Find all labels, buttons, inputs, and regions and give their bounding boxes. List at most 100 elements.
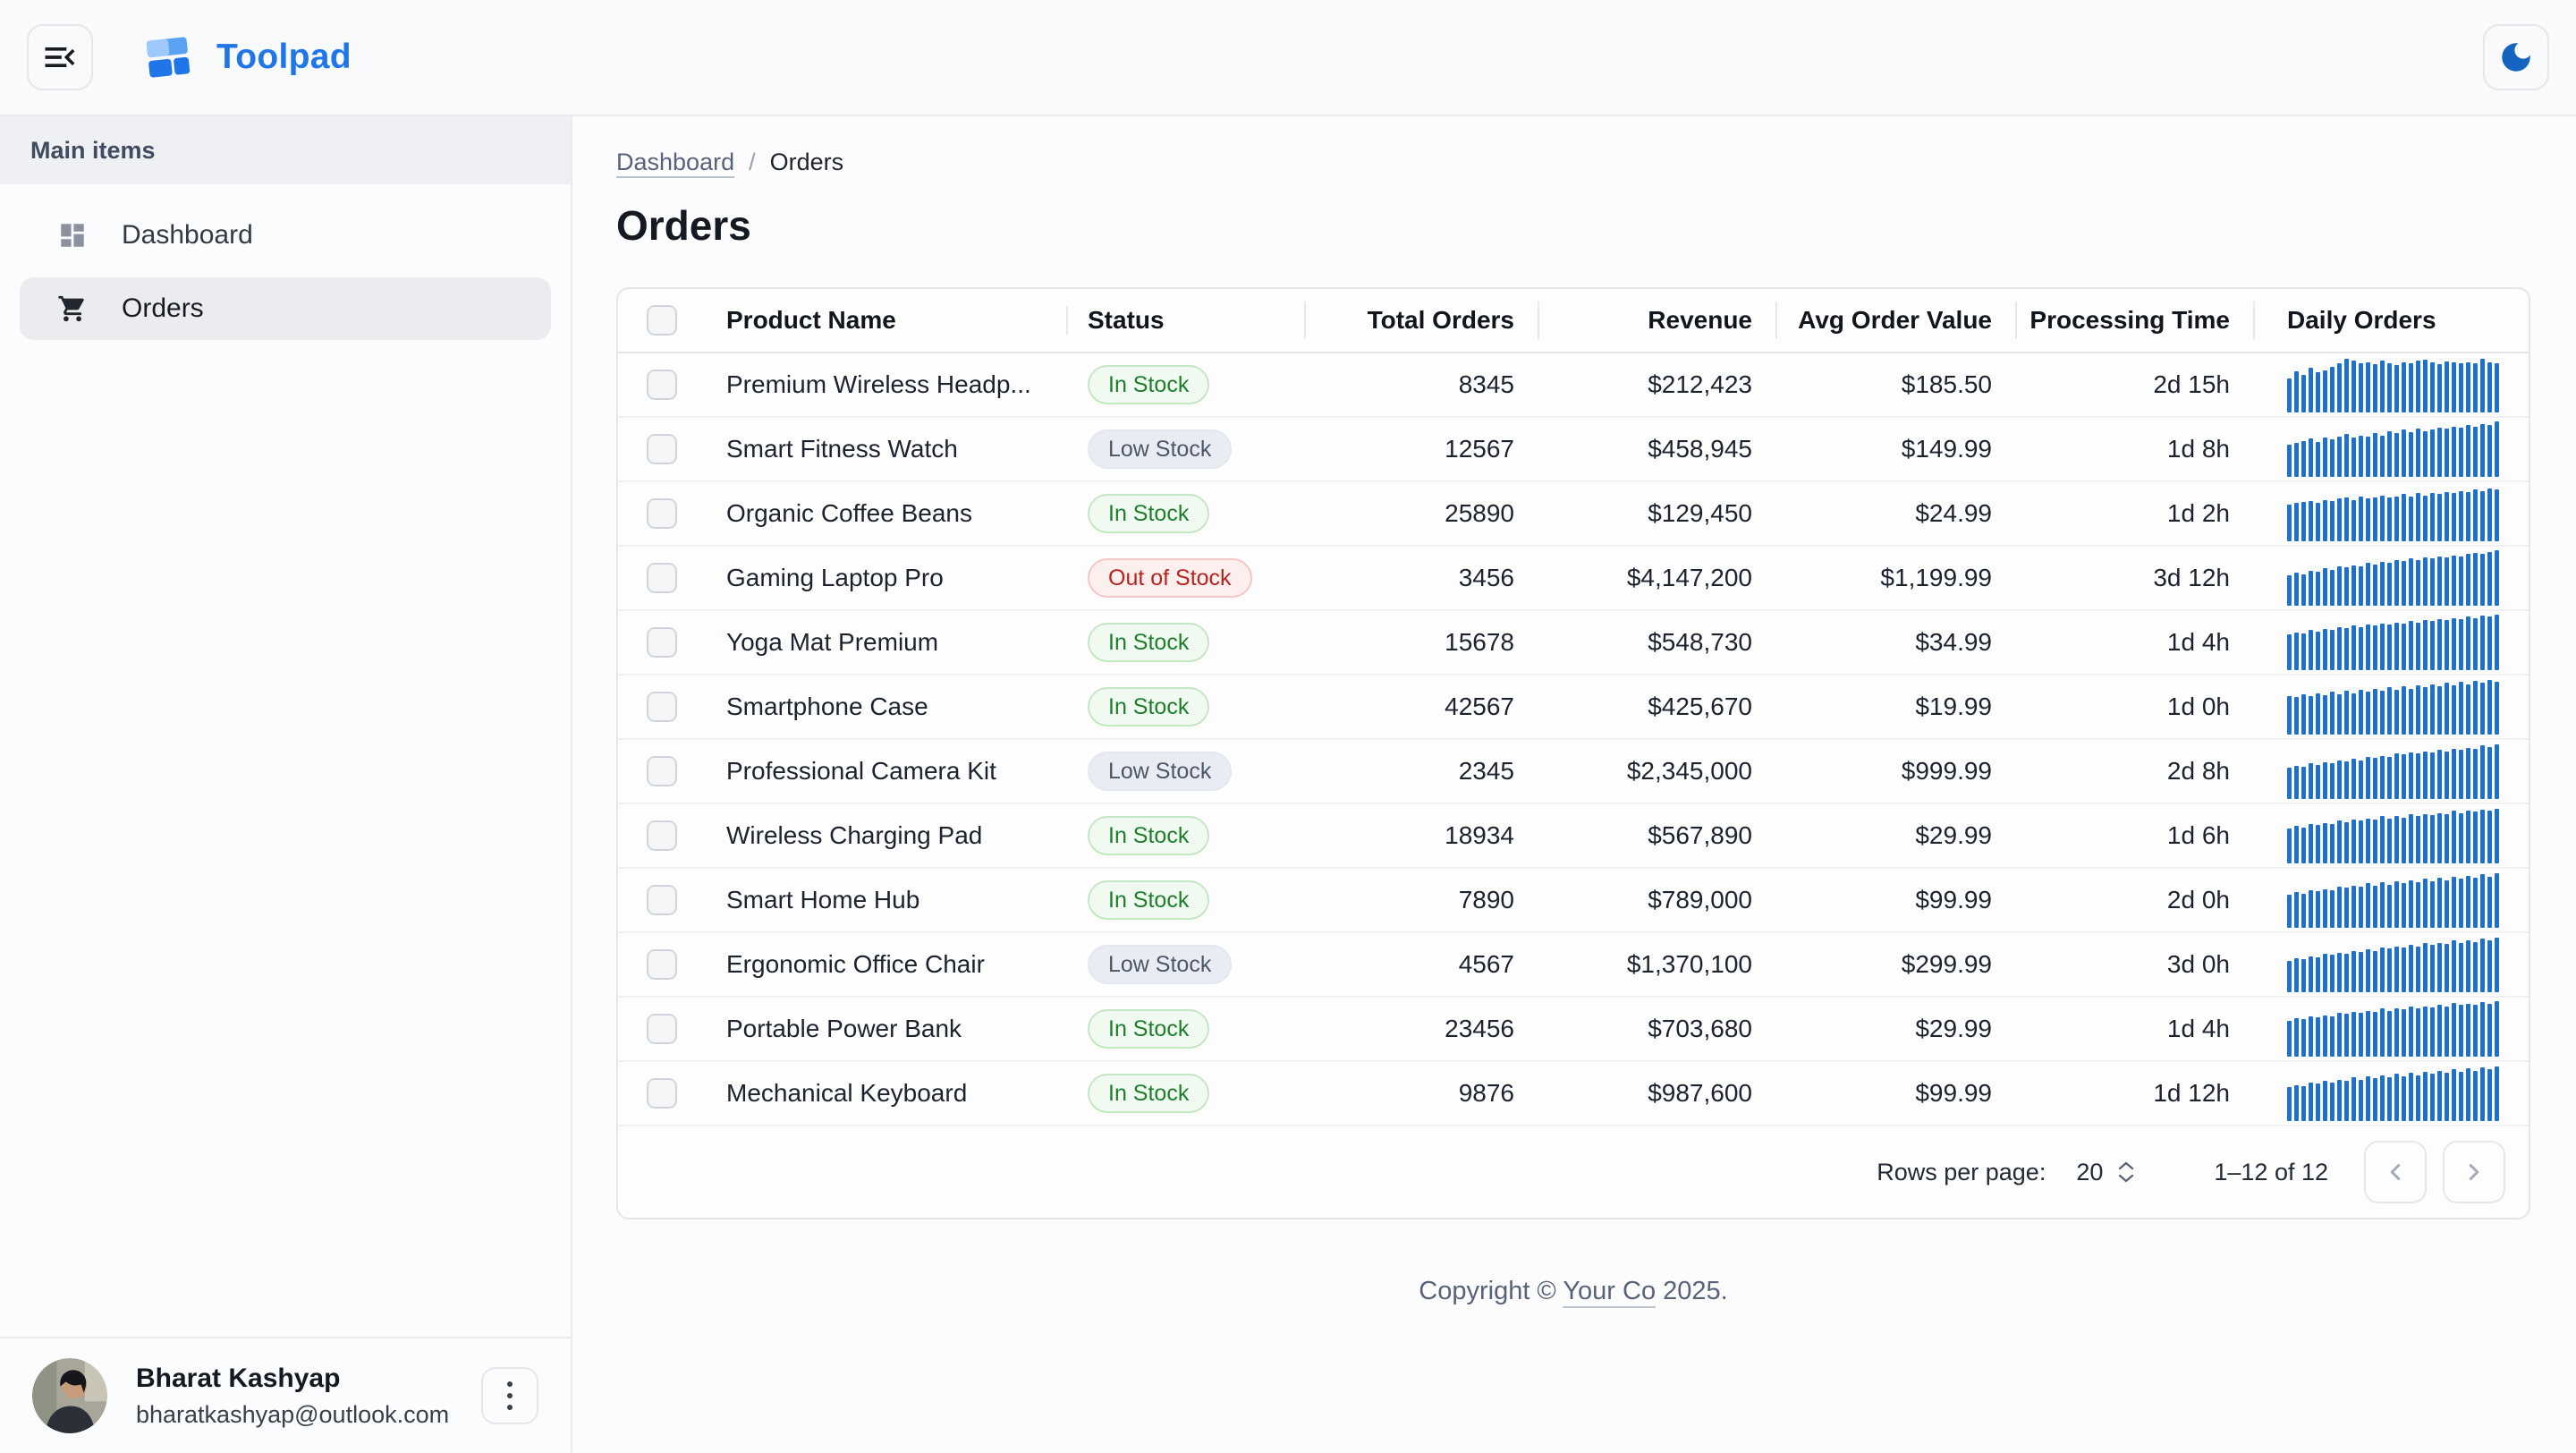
avg-order-value-cell: $29.99 [1915, 1015, 1992, 1042]
status-badge: In Stock [1088, 494, 1210, 533]
column-header-product[interactable]: Product Name [726, 306, 896, 334]
daily-orders-sparkline [2287, 486, 2502, 541]
sidebar-item-orders[interactable]: Orders [20, 277, 551, 340]
daily-orders-sparkline [2287, 1066, 2502, 1121]
sidebar-nav: Dashboard Orders [0, 184, 571, 360]
select-all-checkbox[interactable] [646, 305, 677, 336]
next-page-button[interactable] [2443, 1141, 2505, 1203]
table-row[interactable]: Mechanical Keyboard In Stock 9876 $987,6… [618, 1062, 2529, 1126]
column-header-daily-orders[interactable]: Daily Orders [2253, 306, 2529, 335]
row-checkbox[interactable] [646, 756, 677, 786]
breadcrumb-current: Orders [769, 149, 844, 175]
orders-table: Product Name Status Total Orders Revenue… [616, 287, 2530, 1219]
column-header-processing-time[interactable]: Processing Time [2015, 306, 2253, 335]
status-cell: Low Stock [1066, 752, 1304, 791]
row-checkbox[interactable] [646, 1078, 677, 1109]
processing-time-cell: 1d 2h [2166, 499, 2230, 527]
chevron-left-icon [2390, 1164, 2401, 1180]
processing-time-cell: 1d 8h [2166, 435, 2230, 463]
sidebar-collapse-button[interactable] [27, 24, 93, 90]
revenue-cell: $548,730 [1648, 628, 1752, 656]
column-header-total-orders[interactable]: Total Orders [1304, 306, 1538, 335]
sidebar-item-dashboard[interactable]: Dashboard [20, 204, 551, 267]
row-checkbox[interactable] [646, 1014, 677, 1044]
row-checkbox[interactable] [646, 692, 677, 722]
daily-orders-sparkline [2287, 357, 2502, 412]
revenue-cell: $1,370,100 [1626, 950, 1752, 978]
kebab-icon [507, 1381, 513, 1387]
chevron-up-icon [2119, 1161, 2134, 1170]
product-name-cell: Gaming Laptop Pro [726, 564, 944, 591]
revenue-cell: $987,600 [1648, 1079, 1752, 1107]
daily-orders-sparkline [2287, 421, 2502, 477]
brand[interactable]: Toolpad [141, 30, 352, 84]
status-cell: In Stock [1066, 687, 1304, 726]
avg-order-value-cell: $185.50 [1901, 370, 1992, 398]
main-content: Dashboard / Orders Orders Product Name S… [572, 116, 2576, 1453]
status-badge: In Stock [1088, 687, 1210, 726]
daily-orders-cell [2253, 421, 2529, 477]
row-select-cell [618, 1014, 705, 1044]
column-header-status[interactable]: Status [1066, 306, 1304, 335]
avatar[interactable] [32, 1358, 107, 1433]
table-row[interactable]: Smartphone Case In Stock 42567 $425,670 … [618, 676, 2529, 740]
row-checkbox[interactable] [646, 627, 677, 658]
table-row[interactable]: Organic Coffee Beans In Stock 25890 $129… [618, 482, 2529, 547]
pagination-range: 1–12 of 12 [2214, 1158, 2328, 1185]
product-name-cell: Smart Fitness Watch [726, 435, 958, 463]
daily-orders-sparkline [2287, 937, 2502, 992]
table-row[interactable]: Smart Fitness Watch Low Stock 12567 $458… [618, 418, 2529, 482]
previous-page-button[interactable] [2364, 1141, 2427, 1203]
table-row[interactable]: Premium Wireless Headp... In Stock 8345 … [618, 353, 2529, 418]
daily-orders-cell [2253, 486, 2529, 541]
dashboard-icon [61, 224, 84, 247]
table-row[interactable]: Portable Power Bank In Stock 23456 $703,… [618, 998, 2529, 1062]
column-header-avg-order-value[interactable]: Avg Order Value [1775, 306, 2015, 335]
rows-per-page-stepper[interactable] [2117, 1160, 2135, 1184]
status-cell: Low Stock [1066, 429, 1304, 469]
total-orders-cell: 4567 [1458, 950, 1514, 978]
avg-order-value-cell: $29.99 [1915, 821, 1992, 849]
sidebar-item-label: Orders [122, 293, 204, 323]
table-row[interactable]: Yoga Mat Premium In Stock 15678 $548,730… [618, 611, 2529, 676]
revenue-cell: $789,000 [1648, 886, 1752, 913]
row-checkbox[interactable] [646, 563, 677, 593]
row-checkbox[interactable] [646, 820, 677, 851]
avg-order-value-cell: $999.99 [1901, 757, 1992, 785]
theme-toggle-button[interactable] [2483, 24, 2549, 90]
footer-company-link[interactable]: Your Co [1563, 1277, 1657, 1305]
user-menu-button[interactable] [481, 1367, 538, 1424]
daily-orders-cell [2253, 743, 2529, 799]
top-bar: Toolpad [0, 0, 2576, 116]
daily-orders-cell [2253, 1001, 2529, 1057]
product-name-cell: Smartphone Case [726, 693, 928, 720]
total-orders-cell: 2345 [1458, 757, 1514, 785]
status-cell: In Stock [1066, 365, 1304, 404]
table-row[interactable]: Wireless Charging Pad In Stock 18934 $56… [618, 804, 2529, 869]
row-checkbox[interactable] [646, 498, 677, 529]
status-cell: In Stock [1066, 494, 1304, 533]
rows-per-page-value[interactable]: 20 [2076, 1158, 2104, 1185]
row-checkbox[interactable] [646, 370, 677, 400]
table-row[interactable]: Professional Camera Kit Low Stock 2345 $… [618, 740, 2529, 804]
row-checkbox[interactable] [646, 434, 677, 464]
row-select-cell [618, 692, 705, 722]
revenue-cell: $2,345,000 [1626, 757, 1752, 785]
daily-orders-sparkline [2287, 872, 2502, 928]
daily-orders-cell [2253, 679, 2529, 735]
avg-order-value-cell: $99.99 [1915, 1079, 1992, 1107]
total-orders-cell: 7890 [1458, 886, 1514, 913]
table-row[interactable]: Gaming Laptop Pro Out of Stock 3456 $4,1… [618, 547, 2529, 611]
table-row[interactable]: Ergonomic Office Chair Low Stock 4567 $1… [618, 933, 2529, 998]
revenue-cell: $4,147,200 [1626, 564, 1752, 591]
row-select-cell [618, 756, 705, 786]
row-select-cell [618, 563, 705, 593]
row-checkbox[interactable] [646, 885, 677, 915]
row-checkbox[interactable] [646, 949, 677, 980]
row-select-cell [618, 820, 705, 851]
table-row[interactable]: Smart Home Hub In Stock 7890 $789,000 $9… [618, 869, 2529, 933]
app-title: Toolpad [216, 38, 352, 76]
breadcrumb-dashboard-link[interactable]: Dashboard [616, 149, 735, 175]
column-header-revenue[interactable]: Revenue [1538, 306, 1775, 335]
toolpad-logo-icon [146, 37, 191, 78]
